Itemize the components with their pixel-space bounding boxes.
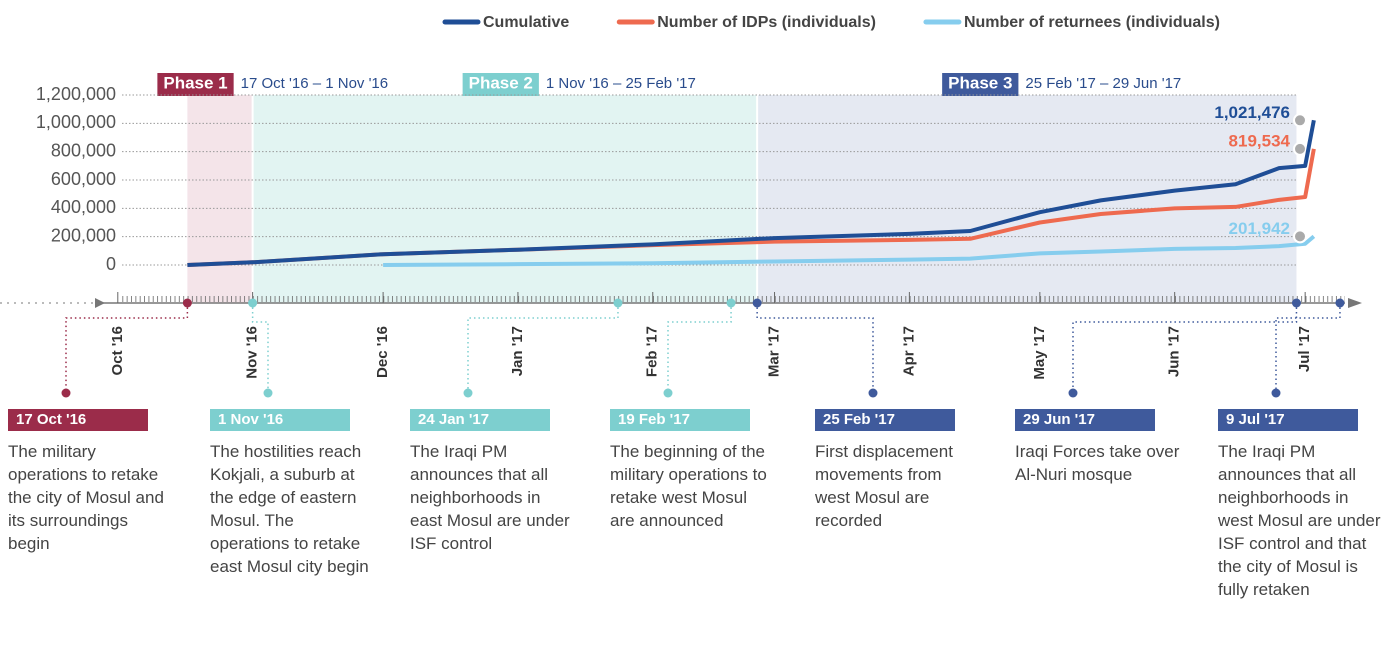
arrow xyxy=(95,298,105,308)
end-dot xyxy=(1293,113,1307,128)
phase-band xyxy=(187,95,253,303)
event-date: 24 Jan '17 xyxy=(410,409,550,431)
event-date: 9 Jul '17 xyxy=(1218,409,1358,431)
phase-box xyxy=(157,73,234,96)
y-tick-label: 200,000 xyxy=(51,225,116,245)
x-tick-label: May '17 xyxy=(1031,326,1048,380)
event-connector xyxy=(1072,303,1298,393)
end-dot xyxy=(1293,229,1307,244)
event-text: The beginning of the military operations… xyxy=(610,442,767,530)
event-dot xyxy=(263,388,273,398)
phase-band xyxy=(757,95,1297,303)
phase-range: 17 Oct '16 – 1 Nov '16 xyxy=(241,75,388,92)
x-tick-label: Apr '17 xyxy=(900,326,917,376)
end-label: 201,942 xyxy=(1229,219,1290,238)
phase-band xyxy=(252,95,758,303)
y-tick-label: 800,000 xyxy=(51,140,116,160)
event-text: The Iraqi PM announces that all neighbor… xyxy=(1218,442,1381,599)
series-line xyxy=(187,119,1316,267)
event-date: 29 Jun '17 xyxy=(1015,409,1155,431)
legend-label: Cumulative xyxy=(483,14,569,31)
event-connector xyxy=(667,303,732,393)
event-connector xyxy=(65,303,189,393)
phase-range: 25 Feb '17 – 29 Jun '17 xyxy=(1025,75,1181,92)
event-dot xyxy=(1068,388,1078,398)
event-date: 19 Feb '17 xyxy=(610,409,750,431)
end-dot xyxy=(1293,141,1307,156)
end-label: 819,534 xyxy=(1229,131,1291,150)
y-tick-label: 1,200,000 xyxy=(36,84,116,104)
event-date: 17 Oct '16 xyxy=(8,409,148,431)
series-line xyxy=(383,234,1316,267)
event-connector xyxy=(467,303,619,393)
phase-box xyxy=(942,73,1019,96)
phase-range: 1 Nov '16 – 25 Feb '17 xyxy=(546,75,696,92)
arrow xyxy=(1348,298,1362,308)
legend-label: Number of returnees (individuals) xyxy=(964,14,1220,31)
event-connector xyxy=(251,303,269,393)
x-tick-label: Dec '16 xyxy=(374,326,391,378)
event-text: First displacement movements from west M… xyxy=(815,442,953,530)
x-tick-label: Jan '17 xyxy=(509,326,526,376)
y-tick-label: 400,000 xyxy=(51,197,116,217)
event-text: The military operations to retake the ci… xyxy=(8,442,164,553)
event-date: 1 Nov '16 xyxy=(210,409,350,431)
legend-label: Number of IDPs (individuals) xyxy=(657,14,876,31)
phase-box xyxy=(462,73,539,96)
event-dot xyxy=(61,388,71,398)
event-dot xyxy=(663,388,673,398)
event-dot xyxy=(463,388,473,398)
x-tick-label: Mar '17 xyxy=(766,326,783,377)
x-tick-label: Jul '17 xyxy=(1296,326,1313,372)
end-label: 1,021,476 xyxy=(1214,103,1290,122)
phase-name: Phase 2 xyxy=(469,73,533,92)
event-text: The hostilities reach Kokjali, a suburb … xyxy=(210,442,369,576)
x-tick-label: Nov '16 xyxy=(244,326,261,379)
event-date: 25 Feb '17 xyxy=(815,409,955,431)
y-tick-label: 1,000,000 xyxy=(36,112,116,132)
event-dot xyxy=(1271,388,1281,398)
event-connector xyxy=(756,303,874,393)
phase-name: Phase 1 xyxy=(163,73,227,92)
y-tick-label: 600,000 xyxy=(51,169,116,189)
x-tick-label: Jun '17 xyxy=(1166,326,1183,377)
x-tick-label: Feb '17 xyxy=(644,326,661,377)
y-tick-label: 0 xyxy=(106,254,116,274)
phase-name: Phase 3 xyxy=(948,73,1012,92)
x-tick-label: Oct '16 xyxy=(109,326,126,375)
event-dot xyxy=(868,388,878,398)
event-text: The Iraqi PM announces that all neighbor… xyxy=(410,442,570,553)
event-text: Iraqi Forces take over Al-Nuri mosque xyxy=(1015,442,1180,484)
